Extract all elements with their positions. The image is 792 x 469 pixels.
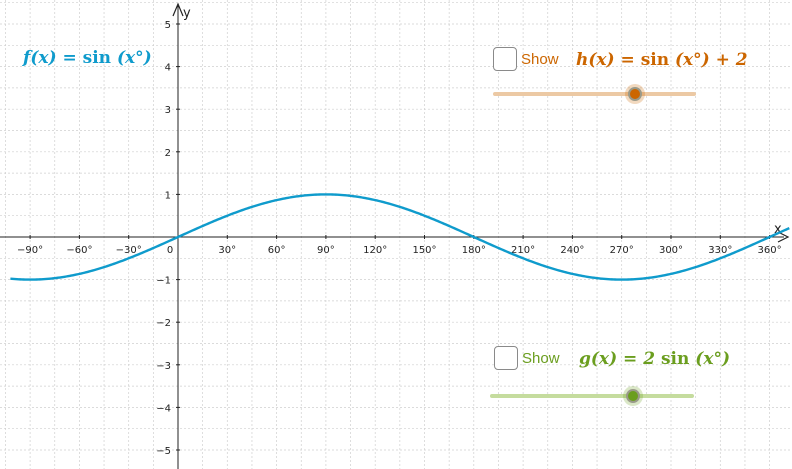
y-tick-label: 5 [165, 20, 171, 31]
x-axis-label: x [774, 222, 782, 237]
function-label-h: h(x) = sin (x°) + 2 [576, 50, 748, 70]
g-slider[interactable] [490, 386, 694, 406]
y-axis-label: y [183, 6, 191, 21]
x-tick-label: 180° [462, 245, 486, 256]
y-tick-label: 4 [165, 63, 171, 74]
y-tick-label: −2 [156, 318, 171, 329]
x-tick-label: 150° [412, 245, 436, 256]
x-tick-label: 330° [708, 245, 732, 256]
x-tick-label: 240° [560, 245, 584, 256]
function-expression: sin [660, 349, 690, 369]
x-tick-label: −30° [116, 245, 142, 256]
function-offset: + 2 [715, 50, 748, 70]
h-slider-track[interactable] [493, 92, 696, 96]
show-g-checkbox[interactable] [494, 346, 518, 370]
show-h-label: Show [521, 50, 559, 68]
show-g-toggle[interactable]: Show [494, 346, 560, 370]
x-tick-label: 120° [363, 245, 387, 256]
x-tick-label: 60° [268, 245, 286, 256]
show-h-checkbox[interactable] [493, 47, 517, 71]
x-tick-label: 270° [610, 245, 634, 256]
function-coefficient: 2 [643, 349, 656, 369]
y-tick-label: 2 [165, 148, 171, 159]
y-tick-label: 1 [165, 190, 171, 201]
function-label-g: g(x) = 2 sin (x°) [579, 349, 730, 369]
x-tick-label: 30° [218, 245, 236, 256]
function-expression: sin [640, 50, 670, 70]
y-tick-label: −5 [156, 446, 171, 457]
sine-curve-f[interactable] [10, 193, 790, 281]
x-tick-label: 210° [511, 245, 535, 256]
function-expression: sin [82, 48, 112, 68]
show-h-toggle[interactable]: Show [493, 47, 559, 71]
x-tick-label: 90° [317, 245, 335, 256]
h-slider-handle[interactable] [628, 87, 643, 101]
x-tick-label: 0 [167, 245, 173, 256]
x-tick-label: −90° [17, 245, 43, 256]
g-slider-handle[interactable] [625, 389, 640, 403]
x-tick-label: −60° [66, 245, 92, 256]
g-slider-track[interactable] [490, 394, 694, 398]
h-slider[interactable] [493, 84, 696, 104]
show-g-label: Show [522, 349, 560, 367]
x-tick-label: 300° [659, 245, 683, 256]
function-name: h [576, 50, 589, 70]
x-axis-arrow [777, 231, 790, 243]
function-name: g [579, 349, 591, 369]
y-tick-label: 3 [165, 105, 171, 116]
y-tick-label: −4 [156, 403, 171, 414]
function-label-f: f(x) = sin (x°) [23, 48, 152, 68]
y-axis-arrow [172, 2, 184, 17]
x-tick-label: 360° [758, 245, 782, 256]
function-name: f [23, 48, 31, 68]
y-tick-label: −3 [156, 361, 171, 372]
y-tick-label: −1 [156, 276, 171, 287]
tick-labels: −90° −60° −30° 0 30° 60° 90° 120° 150° 180° 210° 24… [17, 20, 782, 457]
